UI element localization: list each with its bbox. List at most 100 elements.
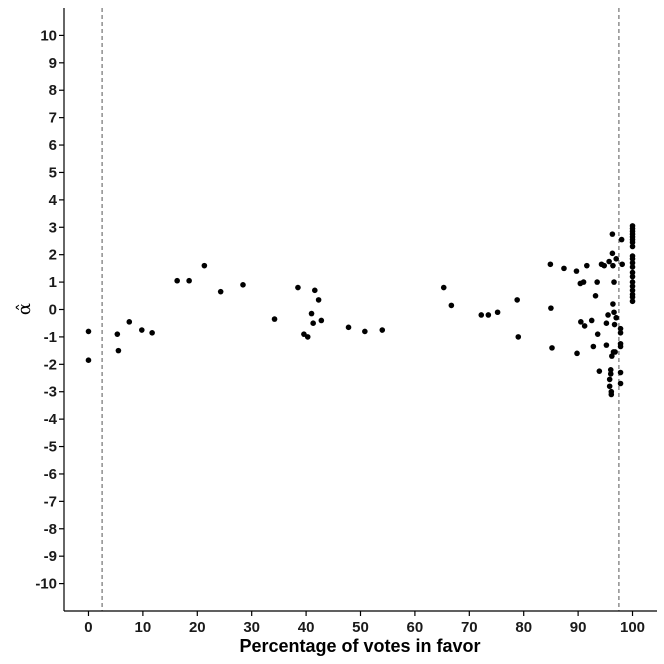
x-tick-label-80: 80 [515,619,532,636]
data-point-61 [609,231,616,237]
data-point-53 [606,258,612,265]
y-tick-label-5: 5 [49,164,57,181]
y-tick-label--2: -2 [44,356,57,373]
data-point-38 [578,319,584,325]
data-point-87 [629,243,636,250]
y-tick-label--10: -10 [35,576,57,593]
y-tick-label--4: -4 [44,411,58,428]
data-point-59 [608,391,615,398]
data-point-69 [612,349,618,355]
data-point-42 [588,317,595,324]
data-point-7 [174,277,180,284]
data-point-34 [561,265,567,272]
data-point-77 [617,380,624,387]
data-point-8 [186,277,192,284]
data-point-23 [379,327,386,333]
data-point-93 [629,273,636,280]
y-tick-label--6: -6 [44,466,57,483]
data-point-27 [485,312,492,318]
x-axis-ticks: 0 10 20 30 40 50 60 70 80 90 100 [84,611,645,636]
data-point-1 [85,357,92,364]
data-point-78 [618,236,625,243]
y-tick-label--1: -1 [44,329,57,346]
x-tick-label-30: 30 [243,619,260,636]
data-point-40 [581,323,588,329]
data-point-55 [606,383,613,390]
data-point-52 [605,312,611,318]
data-point-39 [580,279,587,285]
data-point-10 [217,288,224,295]
data-point-2 [114,331,121,337]
data-point-96 [629,287,636,294]
x-tick-label-0: 0 [84,619,92,636]
data-point-35 [573,268,580,274]
y-tick-label--5: -5 [44,439,57,456]
data-point-30 [515,334,522,340]
data-point-72 [617,325,624,332]
y-tick-label-1: 1 [49,274,57,291]
data-point-4 [126,319,133,325]
data-point-20 [318,317,325,324]
data-point-47 [596,368,603,374]
data-point-71 [613,314,619,321]
data-point-33 [549,345,555,351]
x-axis-title: Percentage of votes in favor [239,636,480,656]
y-tick-label--8: -8 [44,521,57,538]
x-tick-label-40: 40 [298,619,315,636]
data-point-73 [617,329,624,336]
data-points [85,223,636,398]
y-axis-title: α̂ [14,303,35,315]
data-point-79 [619,261,625,268]
x-tick-label-20: 20 [189,619,206,636]
data-point-28 [494,309,501,316]
data-point-89 [629,255,636,262]
data-point-91 [629,264,636,270]
data-point-76 [617,369,624,376]
data-point-22 [362,328,368,335]
data-point-36 [574,350,580,357]
x-tick-label-10: 10 [135,619,152,636]
data-point-56 [607,367,614,373]
x-tick-label-100: 100 [620,619,645,636]
data-point-64 [610,301,616,307]
data-point-98 [629,294,636,300]
data-point-95 [629,283,636,290]
y-tick-label--9: -9 [44,548,57,565]
x-tick-label-90: 90 [570,619,587,636]
data-point-32 [548,305,554,311]
y-tick-label-2: 2 [49,247,57,264]
data-point-31 [547,261,554,268]
x-tick-label-50: 50 [352,619,369,636]
data-point-45 [594,279,600,285]
data-point-86 [629,239,636,246]
data-point-68 [611,321,618,328]
data-point-57 [607,371,614,377]
data-point-13 [295,284,301,291]
data-point-51 [603,320,610,327]
data-point-66 [611,279,617,285]
data-point-41 [584,262,590,269]
data-point-94 [629,279,636,285]
data-point-6 [149,329,155,336]
y-tick-label-8: 8 [49,82,57,99]
reference-lines [101,8,620,611]
data-point-44 [592,292,599,299]
data-point-11 [240,282,246,288]
data-point-26 [478,312,485,318]
y-tick-label-6: 6 [49,137,57,154]
data-point-90 [629,260,636,266]
y-tick-label-3: 3 [49,219,57,236]
data-point-3 [115,347,122,354]
data-point-24 [440,284,447,291]
data-point-75 [617,343,624,350]
data-point-92 [629,269,636,276]
y-tick-label-4: 4 [49,192,58,209]
data-point-49 [601,262,608,269]
data-point-67 [611,309,617,316]
y-tick-label-10: 10 [40,27,57,44]
x-tick-label-60: 60 [407,619,424,636]
data-point-62 [609,250,616,257]
